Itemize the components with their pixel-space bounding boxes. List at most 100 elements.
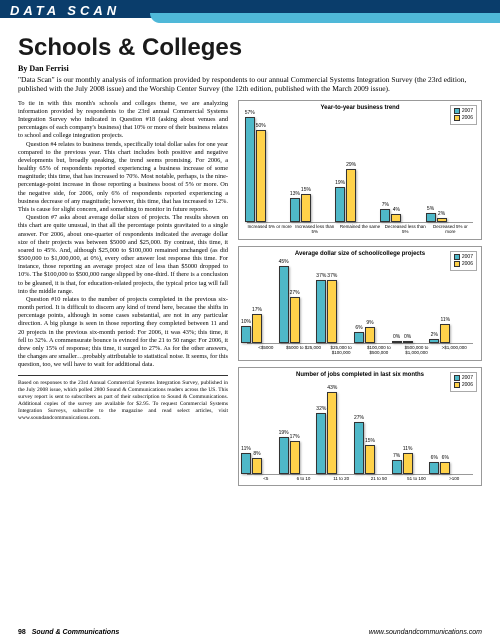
bar-group: 0%0% [392,341,413,343]
bar-value-label: 43% [327,385,337,391]
bar-group: 10%17% [241,314,262,343]
bar-value-label: 2% [438,211,445,217]
bar-group: 6%6% [429,462,450,473]
bar-group: 2%11% [429,324,450,343]
body-paragraph: Question #10 relates to the number of pr… [18,296,228,370]
bar-2006: 11% [403,453,413,474]
x-axis-label: Decreased less than 5% [383,225,428,235]
bar-value-label: 6% [431,455,438,461]
chart-plot-area: 10%17%45%27%37%37%6%9%0%0%2%11% [247,259,473,344]
article-title: Schools & Colleges [18,34,482,62]
bar-2007: 10% [241,326,251,343]
bar-2007: 2% [429,339,439,342]
x-axis-label: $500,000 to $1,000,000 [398,346,436,356]
x-axis-label: Increased 5% or more [247,225,292,235]
bar-group: 19%29% [335,169,356,222]
bar-2006: 15% [365,445,375,474]
bar-value-label: 4% [393,207,400,213]
bar-2006: 2% [437,218,447,222]
x-axis-label: Remained the same [337,225,382,235]
section-header: DATA SCAN [0,0,500,26]
page-footer: 98 Sound & Communications www.soundandco… [18,629,482,636]
chart-plot-area: 11%8%19%17%32%43%27%15%7%11%6%6% [247,380,473,475]
bar-value-label: 29% [346,162,356,168]
x-axis-label: <5 [247,477,285,482]
body-paragraph: Question #4 relates to business trends, … [18,141,228,215]
bar-value-label: 11% [403,446,413,452]
x-axis-labels: Increased 5% or moreIncreased less than … [247,225,473,235]
bar-value-label: 15% [301,187,311,193]
chart-title: Year-to-year business trend [243,105,477,111]
bar-2006: 6% [440,462,450,473]
x-axis-label: Decreased 5% or more [428,225,473,235]
charts-column: Year-to-year business trend 2007 2006 57… [238,100,482,487]
bar-value-label: 50% [256,123,266,129]
page-number: 98 [18,629,26,636]
article-body: To tie in with this month's schools and … [18,100,228,487]
bar-value-label: 45% [279,259,289,265]
bar-2007: 19% [335,187,345,222]
bar-value-label: 17% [252,307,262,313]
bar-value-label: 32% [316,406,326,412]
x-axis-label: $25,000 to $100,000 [322,346,360,356]
bar-2006: 4% [391,214,401,221]
bar-value-label: 11% [440,317,450,323]
x-axis-label: $100,000 to $500,000 [360,346,398,356]
bar-2007: 57% [245,117,255,222]
bar-value-label: 11% [241,446,251,452]
intro-paragraph: "Data Scan" is our monthly analysis of i… [18,75,482,94]
bar-value-label: 37% [327,273,337,279]
bar-2007: 6% [429,462,439,473]
bar-2006: 17% [252,314,262,343]
bar-2007: 19% [279,437,289,473]
bar-2006: 37% [327,280,337,343]
bar-2006: 9% [365,327,375,342]
x-axis-label: 51 to 100 [398,477,436,482]
bar-group: 57%50% [245,117,266,222]
body-paragraph: Question #7 asks about average dollar si… [18,214,228,296]
bar-value-label: 8% [253,451,260,457]
bar-2007: 6% [354,332,364,342]
bar-value-label: 0% [393,334,400,340]
bar-group: 11%8% [241,453,262,474]
bar-2006: 50% [256,130,266,222]
bar-value-label: 6% [355,325,362,331]
bar-2006: 17% [290,441,300,473]
bar-2006: 8% [252,458,262,473]
bar-value-label: 37% [316,273,326,279]
x-axis-labels: <$5000$5000 to $25,000$25,000 to $100,00… [247,346,473,356]
bar-value-label: 17% [290,434,300,440]
x-axis-label: $5000 to $25,000 [285,346,323,356]
bar-value-label: 10% [241,319,251,325]
bar-group: 7%4% [380,209,401,222]
page-content: Schools & Colleges By Dan Ferrisi "Data … [0,26,500,486]
bar-group: 37%37% [316,280,337,343]
chart-business-trend: Year-to-year business trend 2007 2006 57… [238,100,482,240]
x-axis-label: Increased less than 5% [292,225,337,235]
chart-plot-area: 57%50%13%15%19%29%7%4%5%2% [247,113,473,223]
bar-2007: 13% [290,198,300,222]
header-accent [150,13,500,23]
bar-group: 6%9% [354,327,375,342]
bar-value-label: 15% [365,438,375,444]
publication-name: Sound & Communications [32,629,120,636]
bar-2006: 0% [403,341,413,343]
bar-value-label: 27% [354,415,364,421]
bar-2007: 27% [354,422,364,473]
bar-value-label: 0% [404,334,411,340]
bar-2006: 15% [301,194,311,222]
bar-group: 27%15% [354,422,375,473]
body-columns: To tie in with this month's schools and … [18,100,482,487]
bar-2007: 11% [241,453,251,474]
bar-2007: 0% [392,341,402,343]
bar-2006: 43% [327,392,337,474]
x-axis-labels: <56 to 1011 to 2021 to 5051 to 100>100 [247,477,473,482]
bar-group: 32%43% [316,392,337,474]
bar-2007: 7% [380,209,390,222]
bar-value-label: 5% [427,206,434,212]
bar-2007: 7% [392,460,402,473]
footer-left: 98 Sound & Communications [18,629,119,636]
body-paragraph: To tie in with this month's schools and … [18,100,228,141]
bar-value-label: 2% [431,332,438,338]
bar-2007: 5% [426,213,436,222]
